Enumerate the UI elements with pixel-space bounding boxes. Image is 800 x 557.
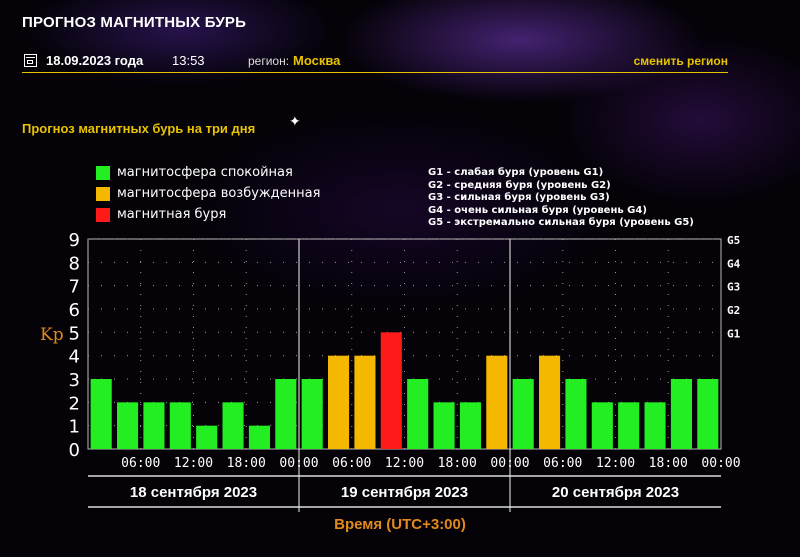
x-tick-label: 18:00 (649, 456, 688, 471)
y-tick-label: 7 (69, 277, 80, 298)
g-legend-g3: G3 - сильная буря (уровень G3) (428, 192, 610, 204)
legend-swatch-calm (96, 165, 110, 180)
legend-swatch-excited (96, 186, 110, 201)
kp-bar (512, 379, 534, 449)
g-legend-g2: G2 - средняя буря (уровень G2) (428, 179, 611, 191)
kp-bar (354, 355, 376, 449)
legend-label-calm: магнитосфера спокойная (117, 165, 293, 180)
color-legend: магнитосфера спокойная магнитосфера возб… (96, 162, 320, 225)
x-tick-label: 00:00 (490, 456, 529, 471)
kp-bar (196, 425, 218, 449)
kp-bar (169, 402, 191, 449)
g-tick-label: G5 (727, 234, 740, 247)
legend-item-calm: магнитосфера спокойная (96, 162, 320, 183)
g-tick-label: G2 (727, 304, 740, 317)
legend-item-excited: магнитосфера возбужденная (96, 183, 320, 204)
g-legend-g1: G1 - слабая буря (уровень G1) (428, 167, 604, 178)
kp-bar (380, 332, 402, 449)
x-tick-label: 12:00 (385, 456, 424, 471)
kp-bar (565, 379, 587, 449)
x-tick-label: 06:00 (332, 456, 371, 471)
x-tick-label: 06:00 (121, 456, 160, 471)
info-bar: 18.09.2023 года 13:53 регион: Москва сме… (22, 52, 728, 73)
y-tick-label: 2 (69, 393, 80, 414)
kp-bar (433, 402, 455, 449)
day-label: 19 сентября 2023 (341, 484, 468, 501)
kp-bar (539, 355, 561, 449)
x-tick-label: 12:00 (596, 456, 635, 471)
y-tick-label: 0 (69, 440, 80, 461)
forecast-subtitle: Прогноз магнитных бурь на три дня (22, 121, 256, 136)
kp-bar (618, 402, 640, 449)
day-label: 18 сентября 2023 (130, 484, 257, 501)
kp-bar (248, 425, 270, 449)
kp-bar (459, 402, 481, 449)
legend-swatch-storm (96, 207, 110, 222)
kp-bar (90, 379, 112, 449)
kp-bar (117, 402, 139, 449)
kp-bar (697, 379, 719, 449)
x-tick-label: 18:00 (438, 456, 477, 471)
y-tick-label: 8 (69, 253, 80, 274)
g-level-legend: G1 - слабая буря (уровень G1) G2 - средн… (428, 167, 694, 230)
g-legend-g4: G4 - очень сильная буря (уровень G4) (428, 204, 647, 216)
kp-bar (486, 355, 508, 449)
g-tick-label: G1 (727, 327, 741, 340)
y-tick-label: 3 (69, 370, 80, 391)
g-tick-label: G4 (727, 257, 741, 270)
x-tick-label: 18:00 (227, 456, 266, 471)
legend-item-storm: магнитная буря (96, 204, 320, 225)
page-title: ПРОГНОЗ МАГНИТНЫХ БУРЬ (22, 14, 247, 31)
y-tick-label: 4 (69, 347, 80, 368)
change-region-link[interactable]: сменить регион (633, 54, 728, 68)
legend-label-excited: магнитосфера возбужденная (117, 186, 321, 201)
y-tick-label: 1 (69, 417, 80, 438)
sparkle-icon: ✦ (289, 114, 301, 130)
kp-bar (143, 402, 165, 449)
g-legend-g5: G5 - экстремально сильная буря (уровень … (428, 217, 694, 229)
kp-bar (222, 402, 244, 449)
day-label: 20 сентября 2023 (552, 484, 679, 501)
current-time: 13:53 (172, 53, 205, 68)
g-tick-label: G3 (727, 281, 740, 294)
legend-label-storm: магнитная буря (117, 207, 227, 222)
x-tick-label: 00:00 (279, 456, 318, 471)
y-tick-label: 5 (69, 323, 80, 344)
x-tick-label: 06:00 (543, 456, 582, 471)
kp-bar (275, 379, 297, 449)
y-tick-label: 6 (69, 300, 80, 321)
current-date: 18.09.2023 года (46, 53, 144, 68)
x-tick-label: 00:00 (701, 456, 740, 471)
kp-bar (328, 355, 350, 449)
x-axis-title: Время (UTC+3:00) (334, 516, 466, 533)
kp-bar (591, 402, 613, 449)
y-tick-label: 9 (69, 230, 80, 251)
x-tick-label: 12:00 (174, 456, 213, 471)
y-axis-label: Kp (40, 325, 64, 345)
calendar-icon (24, 54, 37, 67)
kp-bar (301, 379, 323, 449)
region-label: регион: (248, 54, 290, 68)
kp-bar (644, 402, 666, 449)
kp-bar (670, 379, 692, 449)
kp-bar (407, 379, 429, 449)
region-value: Москва (293, 53, 341, 68)
